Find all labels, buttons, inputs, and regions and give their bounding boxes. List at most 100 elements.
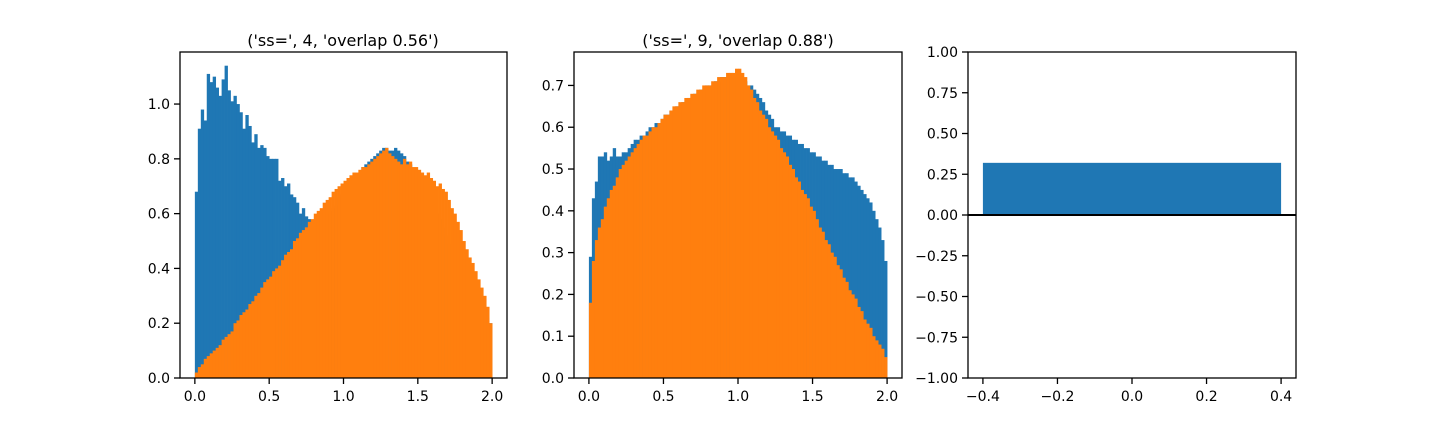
histogram-bar-series-2 xyxy=(352,172,356,378)
histogram-bar-series-1 xyxy=(245,115,249,379)
subplot-2: ('ss=', 9, 'overlap 0.88') 0.0 0.5 1.0 1.5 2… xyxy=(542,31,903,405)
histogram-bar-series-2 xyxy=(800,189,804,378)
histogram-bar-series-2 xyxy=(429,178,434,378)
histogram-bar-series-1 xyxy=(866,198,870,378)
x-tick-label: 0.4 xyxy=(1270,389,1292,405)
histogram-bar-series-2 xyxy=(334,188,338,378)
subplot-2-axes: 0.0 0.5 1.0 1.5 2.0 0.0 0.1 0.2 0.3 0.4 0.5 0.6 0.7 xyxy=(542,51,903,405)
subplot-1: ('ss=', 4, 'overlap 0.56') 0.0 0.5 1.0 1.5 2… xyxy=(148,31,508,405)
histogram-bar-series-2 xyxy=(453,213,457,378)
x-tick-label: 0.0 xyxy=(184,389,206,405)
histogram-bar-series-2 xyxy=(349,175,353,378)
histogram-bar-series-2 xyxy=(420,172,425,378)
histogram-bar-series-2 xyxy=(221,339,225,378)
y-tick-label: 0.2 xyxy=(148,316,170,332)
histogram-bar-series-2 xyxy=(370,161,374,378)
histogram-bar-series-2 xyxy=(875,340,879,378)
y-tick-label: 0.00 xyxy=(927,208,958,224)
histogram-bar-series-2 xyxy=(284,254,288,378)
histogram-bar-series-2 xyxy=(696,89,700,378)
subplot-3: −0.4 −0.2 0.0 0.2 0.4 −1.00 −0.75 −0.50 −0.25 0.0… xyxy=(915,45,1297,405)
histogram-bar-series-2 xyxy=(322,202,327,378)
y-tick-label: 0.4 xyxy=(148,261,170,277)
bar xyxy=(982,162,1282,215)
histogram-bar-series-2 xyxy=(773,135,778,378)
histogram-bar-series-1 xyxy=(269,158,273,378)
histogram-bar-series-2 xyxy=(609,189,614,378)
histogram-bar-series-2 xyxy=(197,367,202,378)
subplot-2-title: ('ss=', 9, 'overlap 0.88') xyxy=(642,31,833,50)
histogram-bar-series-2 xyxy=(489,323,493,378)
histogram-bar-series-2 xyxy=(732,72,736,379)
histogram-bar-series-2 xyxy=(761,114,766,378)
histogram-bar-series-2 xyxy=(337,186,341,378)
histogram-bar-series-1 xyxy=(851,177,855,378)
histogram-bar-series-2 xyxy=(651,127,655,378)
histogram-bar-series-2 xyxy=(423,175,428,378)
histogram-bar-series-2 xyxy=(794,177,798,378)
histogram-bar-series-1 xyxy=(863,194,867,378)
histogram-bar-series-2 xyxy=(854,298,858,378)
histogram-bar-series-2 xyxy=(648,131,652,378)
histogram-bar-series-2 xyxy=(227,334,231,378)
histogram-bar-series-1 xyxy=(869,202,873,378)
histogram-bar-series-2 xyxy=(675,106,679,378)
histogram-bar-series-1 xyxy=(857,185,861,378)
subplot-1-bars xyxy=(194,65,493,379)
histogram-bar-series-2 xyxy=(432,180,437,378)
histogram-bar-series-2 xyxy=(815,219,819,378)
histogram-bar-series-2 xyxy=(480,287,484,378)
histogram-bar-series-2 xyxy=(325,199,329,378)
y-tick-label: 0.0 xyxy=(148,371,170,387)
subplot-3-axes: −0.4 −0.2 0.0 0.2 0.4 −1.00 −0.75 −0.50 −0.25 0.0… xyxy=(915,45,1297,405)
histogram-bar-series-2 xyxy=(746,85,751,378)
histogram-bar-series-2 xyxy=(630,152,634,378)
histogram-bar-series-2 xyxy=(603,206,608,378)
histogram-bar-series-2 xyxy=(295,238,300,378)
histogram-bar-series-2 xyxy=(483,295,487,378)
histogram-bar-series-2 xyxy=(797,181,801,378)
histogram-bar-series-2 xyxy=(806,198,810,378)
histogram-bar-series-2 xyxy=(382,150,386,378)
y-tick-label: 0.6 xyxy=(542,120,564,136)
histogram-bar-series-2 xyxy=(818,227,822,378)
histogram-bar-series-2 xyxy=(782,152,787,378)
x-tick-label: 1.5 xyxy=(801,389,823,405)
histogram-bar-series-2 xyxy=(767,127,772,378)
histogram-bar-series-2 xyxy=(251,301,255,378)
x-tick-label: 0.0 xyxy=(1121,389,1143,405)
histogram-bar-series-2 xyxy=(726,72,730,379)
histogram-bar-series-2 xyxy=(397,161,401,378)
histogram-bar-series-1 xyxy=(236,104,240,379)
histogram-bar-series-1 xyxy=(254,134,258,378)
histogram-bar-series-2 xyxy=(298,232,303,378)
histogram-bar-series-2 xyxy=(310,219,315,378)
histogram-bar-series-2 xyxy=(770,131,775,378)
histogram-bar-series-1 xyxy=(872,210,876,378)
histogram-bar-series-2 xyxy=(836,265,840,378)
x-tick-label: 2.0 xyxy=(481,389,503,405)
histogram-bar-series-1 xyxy=(260,145,264,378)
x-tick-label: 0.0 xyxy=(578,389,600,405)
y-tick-label: 0.3 xyxy=(542,246,564,262)
histogram-bar-series-2 xyxy=(361,167,365,378)
histogram-bar-series-2 xyxy=(660,118,664,378)
histogram-bar-series-2 xyxy=(669,110,673,378)
x-tick-label: 0.5 xyxy=(258,389,280,405)
histogram-bar-series-2 xyxy=(278,265,282,378)
histogram-bar-series-2 xyxy=(289,249,294,378)
histogram-bar-series-1 xyxy=(266,156,270,378)
histogram-bar-series-2 xyxy=(606,198,611,378)
histogram-bar-series-2 xyxy=(394,158,398,378)
histogram-bar-series-2 xyxy=(426,172,431,378)
histogram-bar-series-2 xyxy=(687,97,691,378)
histogram-bar-series-2 xyxy=(269,276,273,378)
histogram-bar-series-2 xyxy=(693,93,697,379)
histogram-bar-series-2 xyxy=(224,336,228,378)
x-tick-label: 2.0 xyxy=(876,389,898,405)
histogram-bar-series-1 xyxy=(875,219,879,378)
histogram-bar-series-1 xyxy=(884,260,888,378)
histogram-bar-series-2 xyxy=(254,295,258,378)
histogram-bar-series-1 xyxy=(845,173,849,378)
histogram-bar-series-2 xyxy=(343,180,347,378)
